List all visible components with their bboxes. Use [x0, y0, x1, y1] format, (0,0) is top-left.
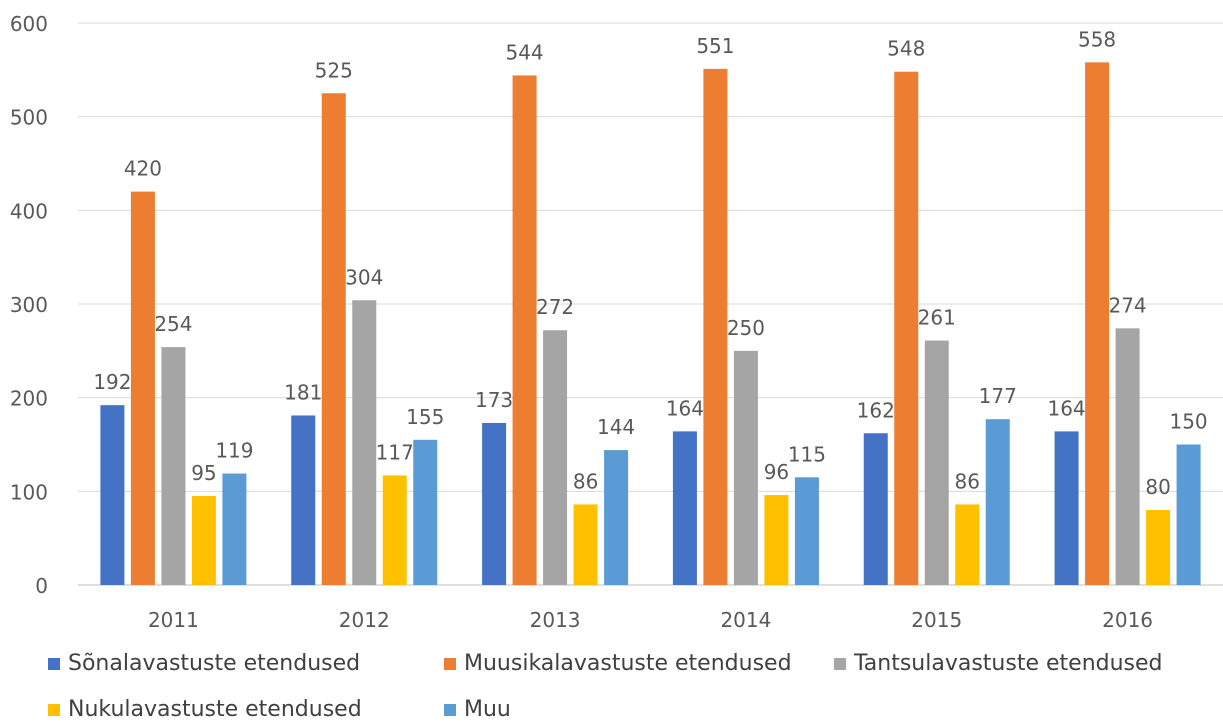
bar	[482, 422, 507, 585]
bar	[764, 495, 789, 585]
bar	[672, 431, 697, 585]
data-label: 548	[887, 37, 925, 61]
legend-item: Nukulavastuste etendused	[48, 697, 362, 722]
x-tick-label: 2011	[148, 608, 199, 632]
data-label: 192	[93, 370, 131, 394]
x-tick-label: 2014	[720, 608, 771, 632]
data-label: 117	[376, 440, 414, 464]
bar	[924, 340, 949, 585]
legend-item: Tantsulavastuste etendused	[834, 651, 1163, 676]
x-tick-label: 2016	[1102, 608, 1153, 632]
data-label: 558	[1078, 27, 1116, 51]
bar	[1054, 431, 1079, 585]
data-label: 173	[475, 388, 513, 412]
bar	[161, 347, 186, 585]
data-label: 177	[979, 384, 1017, 408]
bar	[573, 504, 598, 585]
bar	[130, 191, 155, 585]
legend-swatch	[444, 657, 456, 670]
data-label: 144	[597, 415, 635, 439]
y-tick-label: 400	[10, 199, 48, 223]
legend-label: Nukulavastuste etendused	[68, 697, 362, 722]
legend-label: Sõnalavastuste etendused	[68, 651, 361, 676]
x-tick-label: 2012	[339, 608, 390, 632]
x-tick-label: 2013	[530, 608, 581, 632]
x-axis-tick-labels: 2011 2012 2013 2014 2015 2016	[148, 608, 1153, 632]
legend-label: Tantsulavastuste etendused	[854, 651, 1163, 676]
data-label: 150	[1169, 410, 1207, 434]
y-tick-label: 100	[10, 480, 48, 504]
legend-swatch	[48, 657, 60, 670]
bar	[863, 433, 888, 585]
gridlines	[78, 22, 1223, 586]
data-label: 95	[191, 461, 216, 485]
legend-item: Muu	[444, 697, 511, 722]
bar	[955, 504, 980, 585]
bar	[703, 68, 728, 585]
y-axis-tick-labels: 0 100 200 300 400 500 600	[10, 12, 48, 598]
data-label: 155	[406, 405, 444, 429]
bar	[1146, 510, 1171, 585]
bar	[191, 496, 216, 585]
bar	[985, 419, 1010, 585]
legend-label: Muu	[464, 697, 511, 722]
bar	[894, 71, 919, 585]
data-label: 96	[764, 460, 789, 484]
data-label: 274	[1108, 293, 1146, 317]
data-label: 164	[1047, 396, 1085, 420]
data-label: 86	[573, 469, 598, 493]
data-label: 272	[536, 295, 574, 319]
legend-swatch	[48, 703, 60, 716]
bar	[382, 475, 407, 585]
bar	[222, 473, 247, 585]
y-tick-label: 300	[10, 293, 48, 317]
bar	[604, 450, 629, 585]
bar	[733, 350, 758, 585]
bar	[543, 330, 568, 585]
bar	[321, 93, 346, 585]
data-label: 304	[345, 265, 383, 289]
bar	[352, 300, 377, 585]
bar	[1085, 62, 1110, 585]
data-label: 115	[788, 442, 826, 466]
data-label: 164	[666, 396, 704, 420]
data-label: 551	[696, 34, 734, 58]
y-tick-label: 500	[10, 106, 48, 130]
data-label: 261	[918, 306, 956, 330]
legend: Sõnalavastuste etendused Muusikalavastus…	[0, 645, 1223, 724]
y-tick-label: 0	[35, 574, 48, 598]
data-label: 254	[154, 312, 192, 336]
data-label: 250	[727, 316, 765, 340]
legend-swatch	[834, 657, 846, 670]
bars	[100, 62, 1201, 585]
bar	[100, 405, 125, 585]
legend-label: Muusikalavastuste etendused	[464, 651, 792, 676]
bar	[1115, 328, 1140, 585]
data-label: 181	[284, 380, 322, 404]
data-label: 544	[505, 40, 543, 64]
data-label: 119	[215, 439, 253, 463]
y-tick-label: 600	[10, 12, 48, 36]
x-tick-label: 2015	[911, 608, 962, 632]
y-tick-label: 200	[10, 387, 48, 411]
bar	[512, 75, 537, 585]
data-label: 420	[124, 157, 162, 181]
data-label: 162	[857, 398, 895, 422]
bar	[1176, 444, 1201, 585]
bar	[413, 439, 438, 585]
legend-swatch	[444, 703, 456, 716]
bar	[291, 415, 316, 585]
data-label: 86	[955, 469, 980, 493]
data-label: 80	[1145, 475, 1170, 499]
legend-item: Sõnalavastuste etendused	[48, 651, 360, 676]
bar	[794, 477, 819, 585]
data-label: 525	[315, 58, 353, 82]
legend-item: Muusikalavastuste etendused	[444, 651, 792, 676]
